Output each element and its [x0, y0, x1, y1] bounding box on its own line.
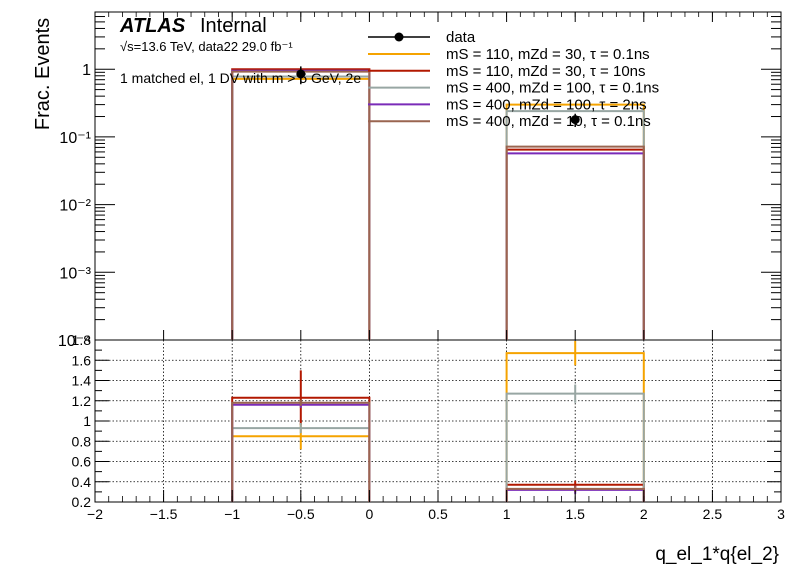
- x-tick-label: 1.5: [565, 506, 585, 522]
- y-tick-label: 10⁻³: [59, 265, 91, 282]
- legend-label-gray: mS = 400, mZd = 100, τ = 0.1ns: [446, 80, 659, 97]
- x-axis: −2 −1.5 −1 −0.5 0 0.5 1 1.5 2 2.5 3: [87, 12, 785, 522]
- x-tick-label: 2.5: [703, 506, 723, 522]
- ratio-y-axis: 0.2 0.4 0.6 0.8 1 1.2 1.4 1.6 1.8: [72, 332, 781, 510]
- y-tick-label: 1: [82, 62, 91, 79]
- ratio-y-tick-label: 0.8: [72, 433, 92, 449]
- internal-label: Internal: [200, 15, 267, 37]
- x-tick-label: 0.5: [428, 506, 448, 522]
- x-tick-label: 3: [777, 506, 785, 522]
- hist-bar-brown: [505, 145, 645, 340]
- y-tick-label: 10⁻¹: [59, 130, 91, 147]
- data-point: [296, 69, 306, 79]
- ratio-y-tick-label: 1.8: [72, 332, 92, 348]
- legend-marker-data: [394, 32, 404, 42]
- ratio-y-tick-label: 0.2: [72, 494, 92, 510]
- x-tick-label: 0: [366, 506, 374, 522]
- x-tick-label: −2: [87, 506, 103, 522]
- data-point: [570, 115, 580, 125]
- legend-label-purple: mS = 400, mZd = 100, τ = 2ns: [446, 96, 647, 113]
- main-y-axis: 1 10⁻¹ 10⁻² 10⁻³ 10⁻⁴: [58, 11, 781, 350]
- x-tick-label: −0.5: [287, 506, 315, 522]
- legend-label-red: mS = 110, mZd = 30, τ = 10ns: [446, 63, 646, 80]
- ratio-y-tick-label: 1.6: [72, 352, 92, 368]
- legend-label-data: data: [446, 29, 476, 46]
- selection-label: 1 matched el, 1 DV with m > 5 GeV, 2e: [120, 70, 361, 86]
- ratio-y-tick-label: 1: [83, 413, 91, 429]
- ratio-y-tick-label: 0.4: [72, 474, 92, 490]
- legend-label-brown: mS = 400, mZd = 10, τ = 0.1ns: [446, 113, 651, 130]
- x-tick-label: −1: [224, 506, 240, 522]
- x-tick-label: 2: [640, 506, 648, 522]
- ratio-y-tick-label: 1.2: [72, 393, 92, 409]
- legend-label-orange: mS = 110, mZd = 30, τ = 0.1ns: [446, 46, 650, 63]
- y-tick-label: 10⁻²: [59, 198, 91, 215]
- y-axis-title: Frac. Events: [32, 18, 54, 130]
- x-axis-title: q_el_1*q{el_2}: [655, 544, 779, 565]
- energy-lumi-label: √s=13.6 TeV, data22 29.0 fb⁻¹: [120, 39, 293, 54]
- y-tick-label: 10⁻⁴: [58, 333, 91, 350]
- main-histograms: [231, 66, 645, 340]
- ratio-y-tick-label: 0.6: [72, 454, 92, 470]
- atlas-label: ATLAS: [119, 15, 186, 37]
- x-tick-label: −1.5: [150, 506, 178, 522]
- ratio-y-tick-label: 1.4: [72, 373, 92, 389]
- x-tick-label: 1: [503, 506, 511, 522]
